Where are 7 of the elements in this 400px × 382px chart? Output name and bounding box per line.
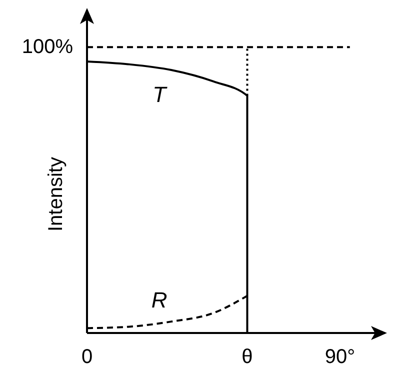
x-tick-label: 0	[81, 346, 93, 368]
x-tick-label: 90°	[324, 346, 356, 368]
y-axis-title: Intensity	[45, 157, 68, 232]
x-tick-label: θ	[242, 346, 253, 368]
text: 100%	[22, 35, 73, 60]
series-label: T	[152, 82, 168, 108]
series-label: R	[151, 288, 168, 313]
